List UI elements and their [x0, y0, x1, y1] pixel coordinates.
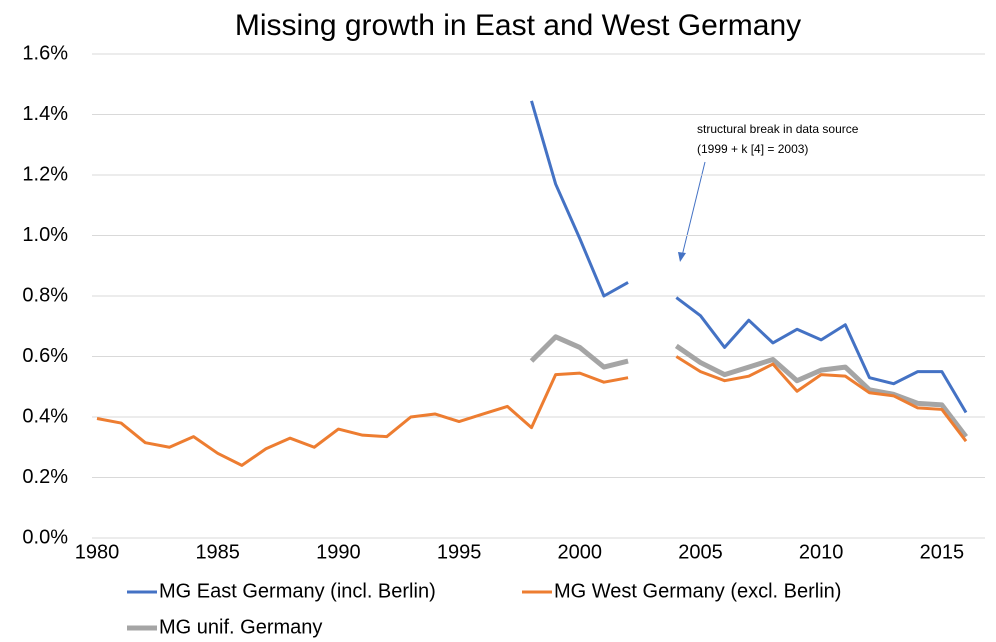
series-line: [96, 355, 968, 467]
x-tick-label: 2015: [920, 541, 965, 563]
y-tick-label: 0.6%: [22, 345, 68, 367]
x-tick-label: 2010: [799, 541, 844, 563]
y-tick-label: 0.2%: [22, 466, 68, 488]
y-tick-label: 1.0%: [22, 224, 68, 246]
x-tick-label: 2005: [678, 541, 723, 563]
y-tick-label: 0.0%: [22, 526, 68, 548]
y-tick-label: 1.2%: [22, 163, 68, 185]
annotation: structural break in data source: [697, 122, 859, 136]
y-tick-label: 1.6%: [22, 42, 68, 64]
legend-label: MG West Germany (excl. Berlin): [554, 580, 841, 602]
x-tick-label: 1980: [75, 541, 120, 563]
legend-label: MG unif. Germany: [159, 616, 322, 638]
annotation: (1999 + k [4] = 2003): [697, 142, 808, 156]
series-line: [530, 100, 968, 414]
legend-label: MG East Germany (incl. Berlin): [159, 580, 436, 602]
y-tick-label: 1.4%: [22, 103, 68, 125]
x-tick-label: 1985: [195, 541, 240, 563]
y-tick-label: 0.8%: [22, 284, 68, 306]
x-tick-label: 1990: [316, 541, 361, 563]
annotation-arrow: [681, 161, 706, 257]
y-tick-label: 0.4%: [22, 405, 68, 427]
series-line: [529, 334, 968, 439]
x-tick-label: 2000: [558, 541, 603, 563]
x-tick-label: 1995: [437, 541, 482, 563]
arrow-head: [678, 252, 686, 262]
chart-title: Missing growth in East and West Germany: [235, 9, 801, 42]
